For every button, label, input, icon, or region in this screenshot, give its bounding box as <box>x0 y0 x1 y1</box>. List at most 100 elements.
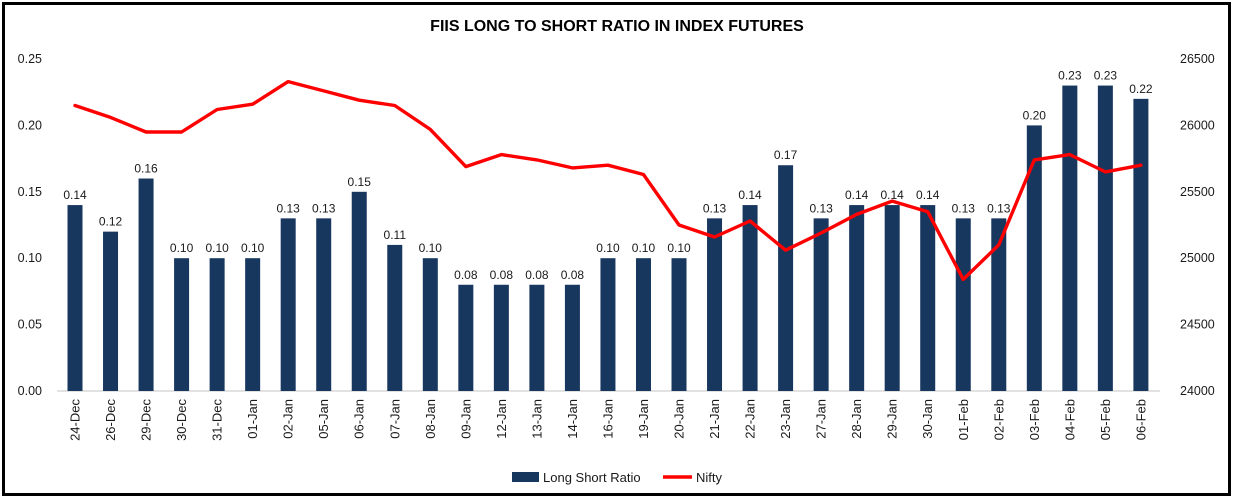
x-axis-category-label: 16-Jan <box>600 399 615 439</box>
x-axis-category-label: 12-Jan <box>494 399 509 439</box>
x-axis-category-label: 28-Jan <box>849 399 864 439</box>
x-axis-category-label: 22-Jan <box>743 399 758 439</box>
bar-value-label: 0.13 <box>809 201 833 215</box>
bar <box>742 205 758 391</box>
left-axis-tick-label: 0.25 <box>18 52 42 66</box>
bar-value-label: 0.08 <box>454 268 478 282</box>
bar-value-label: 0.23 <box>1058 69 1082 83</box>
bar-value-label: 0.10 <box>419 241 443 255</box>
right-axis-tick-label: 25500 <box>1180 185 1215 199</box>
nifty-line <box>73 79 1143 282</box>
bar <box>671 258 687 391</box>
x-axis-category-label: 30-Dec <box>174 399 189 441</box>
bar-value-label: 0.14 <box>63 188 87 202</box>
bar-value-label: 0.13 <box>312 201 336 215</box>
bar <box>564 284 580 391</box>
bar-value-label: 0.08 <box>561 268 585 282</box>
bar <box>209 258 225 391</box>
bar <box>884 205 900 391</box>
x-axis-category-label: 14-Jan <box>565 399 580 439</box>
bar <box>174 258 190 391</box>
bar-value-label: 0.13 <box>277 201 301 215</box>
x-axis-category-label: 02-Feb <box>991 399 1006 440</box>
bar <box>849 205 865 391</box>
bar <box>1097 85 1113 391</box>
left-axis-tick-label: 0.15 <box>18 185 42 199</box>
bar <box>635 258 651 391</box>
bar-value-label: 0.13 <box>952 201 976 215</box>
bar-value-label: 0.14 <box>916 188 940 202</box>
bar-series-legend-swatch <box>512 472 539 482</box>
x-axis-category-label: 13-Jan <box>529 399 544 439</box>
bar <box>67 205 83 391</box>
x-axis-category-label: 08-Jan <box>423 399 438 439</box>
bar <box>138 178 154 391</box>
x-axis-category-label: 24-Dec <box>68 399 83 441</box>
right-axis-tick-label: 24000 <box>1180 384 1215 398</box>
bar-series-legend-label: Long Short Ratio <box>543 470 641 485</box>
bar <box>103 231 119 391</box>
bar <box>351 191 367 391</box>
bar-value-label: 0.16 <box>134 162 158 176</box>
bar-value-label: 0.13 <box>987 201 1011 215</box>
bar-value-label: 0.14 <box>845 188 869 202</box>
chart-legend: Long Short Ratio Nifty <box>512 470 723 485</box>
x-axis-category-label: 29-Jan <box>885 399 900 439</box>
x-axis-category-label: 21-Jan <box>707 399 722 439</box>
bar-value-label: 0.10 <box>170 241 194 255</box>
bar-value-label: 0.15 <box>348 175 372 189</box>
right-axis-tick-label: 26500 <box>1180 52 1215 66</box>
bar-value-label: 0.23 <box>1094 69 1118 83</box>
right-axis-tick-label: 24500 <box>1180 318 1215 332</box>
x-axis-category-label: 19-Jan <box>636 399 651 439</box>
bar <box>1026 125 1042 392</box>
bar-value-label: 0.14 <box>881 188 905 202</box>
bar <box>1133 98 1149 391</box>
bar <box>991 218 1007 391</box>
bar <box>778 165 794 391</box>
left-axis-tick-label: 0.20 <box>18 118 42 132</box>
bar <box>422 258 438 391</box>
bar <box>387 244 403 391</box>
x-axis-category-label: 27-Jan <box>814 399 829 439</box>
x-axis-category-label: 29-Dec <box>139 399 154 441</box>
left-axis-tick-label: 0.05 <box>18 318 42 332</box>
bar <box>955 218 971 391</box>
left-axis-tick-label: 0.00 <box>18 384 42 398</box>
bar-value-label: 0.10 <box>241 241 265 255</box>
bar-value-label: 0.10 <box>667 241 691 255</box>
bar <box>813 218 829 391</box>
bar-value-label: 0.11 <box>384 228 407 242</box>
bar <box>1062 85 1078 391</box>
x-axis-category-label: 26-Dec <box>103 399 118 441</box>
bar-value-label: 0.13 <box>703 201 727 215</box>
bar <box>600 258 616 391</box>
x-axis-category-label: 31-Dec <box>210 399 225 441</box>
x-axis-category-label: 04-Feb <box>1062 399 1077 440</box>
bar <box>529 284 545 391</box>
bar-value-label: 0.10 <box>632 241 656 255</box>
x-axis-category-label: 02-Jan <box>281 399 296 439</box>
x-axis-category-label: 05-Jan <box>316 399 331 439</box>
bar-value-label: 0.10 <box>596 241 620 255</box>
x-axis-category-label: 30-Jan <box>920 399 935 439</box>
x-axis-category-label: 05-Feb <box>1098 399 1113 440</box>
x-axis-category-label: 07-Jan <box>387 399 402 439</box>
bar <box>493 284 509 391</box>
bar-value-label: 0.17 <box>774 148 798 162</box>
x-axis-category-label: 06-Jan <box>352 399 367 439</box>
bar <box>920 205 936 391</box>
x-axis-category-label: 23-Jan <box>778 399 793 439</box>
x-axis-category-label: 01-Feb <box>956 399 971 440</box>
bar <box>245 258 261 391</box>
x-axis-category-label: 20-Jan <box>672 399 687 439</box>
x-axis-category-label: 03-Feb <box>1027 399 1042 440</box>
bar <box>280 218 296 391</box>
x-axis-category-label: 01-Jan <box>245 399 260 439</box>
bar <box>316 218 332 391</box>
bar <box>707 218 723 391</box>
right-axis-tick-label: 25000 <box>1180 251 1215 265</box>
bar-value-label: 0.14 <box>738 188 762 202</box>
bar <box>458 284 474 391</box>
